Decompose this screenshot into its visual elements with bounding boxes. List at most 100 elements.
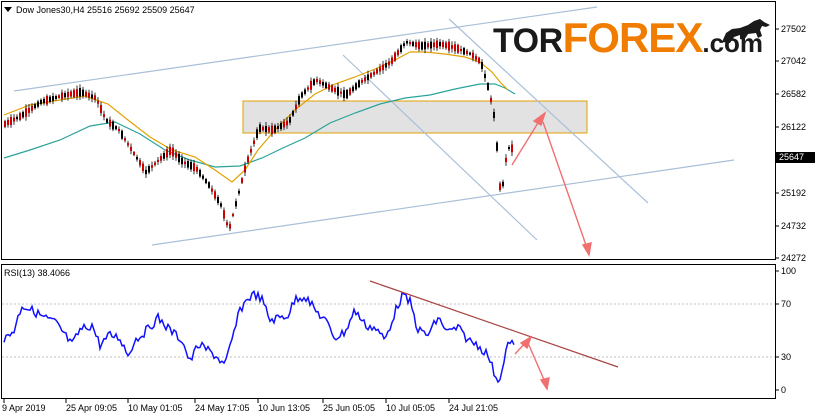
candle-body [142, 163, 144, 172]
candle-body [331, 85, 333, 92]
candle-body [169, 146, 171, 156]
candle-body [418, 41, 420, 50]
candle-body [394, 52, 396, 61]
candle-body [124, 138, 126, 141]
rsi-line[interactable] [3, 289, 515, 384]
candle-body [454, 44, 456, 52]
candle-body [367, 74, 369, 81]
time-label-7: 10 Jul 05:05 [386, 403, 436, 413]
candle-body [205, 178, 207, 184]
middle-channel-line [3, 157, 734, 160]
candle-body [424, 41, 426, 50]
price-label-3: 26582 [781, 89, 807, 99]
candle-body [238, 190, 240, 194]
candle-body [409, 42, 411, 45]
candle-body [157, 159, 159, 163]
candle-body [415, 42, 417, 48]
candle-body [481, 62, 483, 69]
candle-body [214, 191, 216, 199]
candle-body [196, 167, 198, 172]
candle-body [13, 117, 15, 122]
candle-body [277, 126, 279, 129]
candle-body [421, 42, 423, 50]
forecast-arrow-up [511, 117, 542, 166]
chart-title: Dow Jones30,H4 25516 25692 25509 25647 [4, 5, 195, 15]
candle-body [490, 97, 492, 103]
time-label-3: 10 May 01:05 [128, 403, 183, 413]
candle-body [505, 157, 507, 163]
candle-body [160, 156, 162, 161]
candle-body [400, 45, 402, 53]
candle-body [313, 79, 315, 86]
candle-body [10, 116, 12, 126]
rsi-label-0: 0 [781, 385, 787, 395]
candle-body [208, 182, 210, 188]
candle-body [343, 90, 345, 99]
candle-body [52, 95, 54, 101]
candle-body [385, 63, 387, 68]
candle-body [370, 73, 372, 78]
price-label-4: 26122 [781, 122, 807, 132]
candle-body [265, 125, 267, 133]
candle-body [445, 42, 447, 49]
candle-body [184, 161, 186, 165]
candle-body [382, 64, 384, 71]
candle-body [211, 188, 213, 192]
candle-body [487, 83, 489, 90]
candle-body [463, 47, 465, 55]
candle-body [112, 121, 114, 130]
candle-body [163, 152, 165, 159]
price-label-6: 25192 [781, 188, 807, 198]
candle-body [172, 147, 174, 157]
candle-body [28, 107, 30, 113]
rsi-forecast-arrows[interactable] [514, 335, 550, 391]
candle-body [247, 156, 249, 163]
candle-body [46, 95, 48, 105]
candle-body [130, 146, 132, 151]
candle-body [16, 116, 18, 120]
candle-body [250, 148, 252, 153]
channel-lines[interactable] [3, 6, 735, 246]
candle-body [199, 169, 201, 177]
rsi-trend-line[interactable] [369, 280, 619, 368]
current-price-badge: 25647 [776, 152, 815, 163]
candle-body [241, 178, 243, 183]
candle-body [262, 126, 264, 131]
candle-body [190, 161, 192, 170]
candle-body [232, 213, 234, 217]
rsi-label-30: 30 [781, 352, 792, 362]
candle-body [115, 126, 117, 130]
candle-body [391, 57, 393, 64]
price-candles[interactable] [4, 37, 513, 232]
price-panel-frame [1, 1, 776, 260]
candle-body [502, 181, 504, 187]
candle-body [325, 82, 327, 89]
candle-body [202, 175, 204, 179]
candle-body [352, 86, 354, 92]
symbol-info: Dow Jones30,H4 25516 25692 25509 25647 [16, 5, 195, 15]
candle-body [442, 41, 444, 48]
candle-body [388, 61, 390, 66]
price-forecast-arrows[interactable] [511, 111, 592, 257]
candle-body [478, 57, 480, 64]
candle-body [364, 77, 366, 82]
candle-body [475, 56, 477, 60]
candle-body [94, 95, 96, 100]
candle-body [289, 116, 291, 123]
candle-body [22, 111, 24, 118]
candle-body [25, 108, 27, 117]
candle-body [253, 140, 255, 145]
descending-channel-lower [342, 54, 538, 241]
descending-channel-upper [448, 18, 649, 204]
candle-body [121, 130, 123, 139]
candle-body [67, 92, 69, 98]
candle-body [427, 43, 429, 48]
candle-body [37, 101, 39, 107]
symbol-dropdown-icon[interactable] [4, 7, 12, 12]
candle-body [319, 80, 321, 84]
candle-body [484, 73, 486, 79]
candle-body [337, 86, 339, 96]
candle-body [70, 91, 72, 97]
